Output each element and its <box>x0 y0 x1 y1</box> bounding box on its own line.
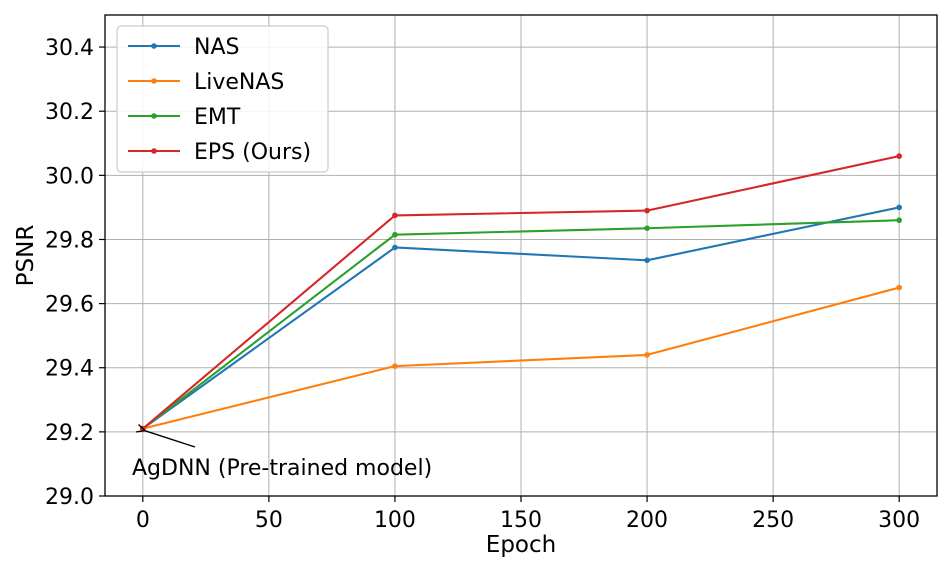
series-line-eps-ours <box>142 155 900 430</box>
x-tick-label: 0 <box>136 508 150 533</box>
annotation: AgDNN (Pre-trained model) <box>132 431 432 481</box>
legend-marker-emt <box>151 113 157 119</box>
x-tick-label: 300 <box>878 508 920 533</box>
y-tick-label: 30.4 <box>45 36 94 61</box>
legend-marker-livenas <box>151 78 157 84</box>
data-point-nas <box>392 244 398 251</box>
annotation-arrow <box>145 431 196 448</box>
series-line-emt <box>142 219 900 430</box>
y-tick-label: 29.6 <box>45 293 94 318</box>
x-tick-label: 200 <box>626 508 668 533</box>
legend-label-emt: EMT <box>194 105 241 130</box>
x-axis-label: Epoch <box>486 532 556 558</box>
x-tick-label: 250 <box>752 508 794 533</box>
y-tick-label: 30.2 <box>45 100 94 125</box>
legend: NAS LiveNAS EMT EPS (Ours) <box>116 25 329 173</box>
annotation-label: AgDNN (Pre-trained model) <box>132 456 432 481</box>
x-tick-label: 150 <box>500 508 542 533</box>
series-line-nas <box>142 206 900 430</box>
data-point-nas <box>896 204 902 211</box>
y-tick-label: 29.0 <box>45 485 94 510</box>
data-point-emt <box>896 217 902 224</box>
y-tick-label: 29.4 <box>45 357 94 382</box>
data-point-eps-ours <box>896 153 902 159</box>
y-tick-label: 29.2 <box>45 421 94 446</box>
data-point-livenas <box>392 363 398 369</box>
grid <box>105 15 937 497</box>
legend-label-livenas: LiveNAS <box>194 70 284 95</box>
y-axis-label: PSNR <box>13 225 39 287</box>
y-tick-label: 30.0 <box>45 164 94 189</box>
series-lines <box>140 153 902 432</box>
data-point-emt <box>392 231 398 238</box>
x-tick-label: 50 <box>255 508 283 533</box>
data-point-eps-ours <box>644 207 650 214</box>
data-point-eps-ours <box>140 425 146 432</box>
legend-marker-eps-ours <box>151 148 157 154</box>
legend-frame <box>116 25 329 173</box>
data-point-emt <box>644 225 650 232</box>
data-point-nas <box>644 257 650 264</box>
legend-label-eps-ours: EPS (Ours) <box>194 140 311 165</box>
series-line-livenas <box>142 286 900 430</box>
x-tick-label: 100 <box>374 508 416 533</box>
data-point-livenas <box>896 284 902 291</box>
legend-marker-nas <box>151 43 157 49</box>
data-point-eps-ours <box>392 212 398 219</box>
data-point-livenas <box>644 352 650 358</box>
y-tick-label: 29.8 <box>45 228 94 253</box>
legend-label-nas: NAS <box>194 35 239 60</box>
axis-ticks: 0 50 100 150 200 250 300 29.0 29.2 29.4 29.6 29.8 30… <box>45 36 920 533</box>
